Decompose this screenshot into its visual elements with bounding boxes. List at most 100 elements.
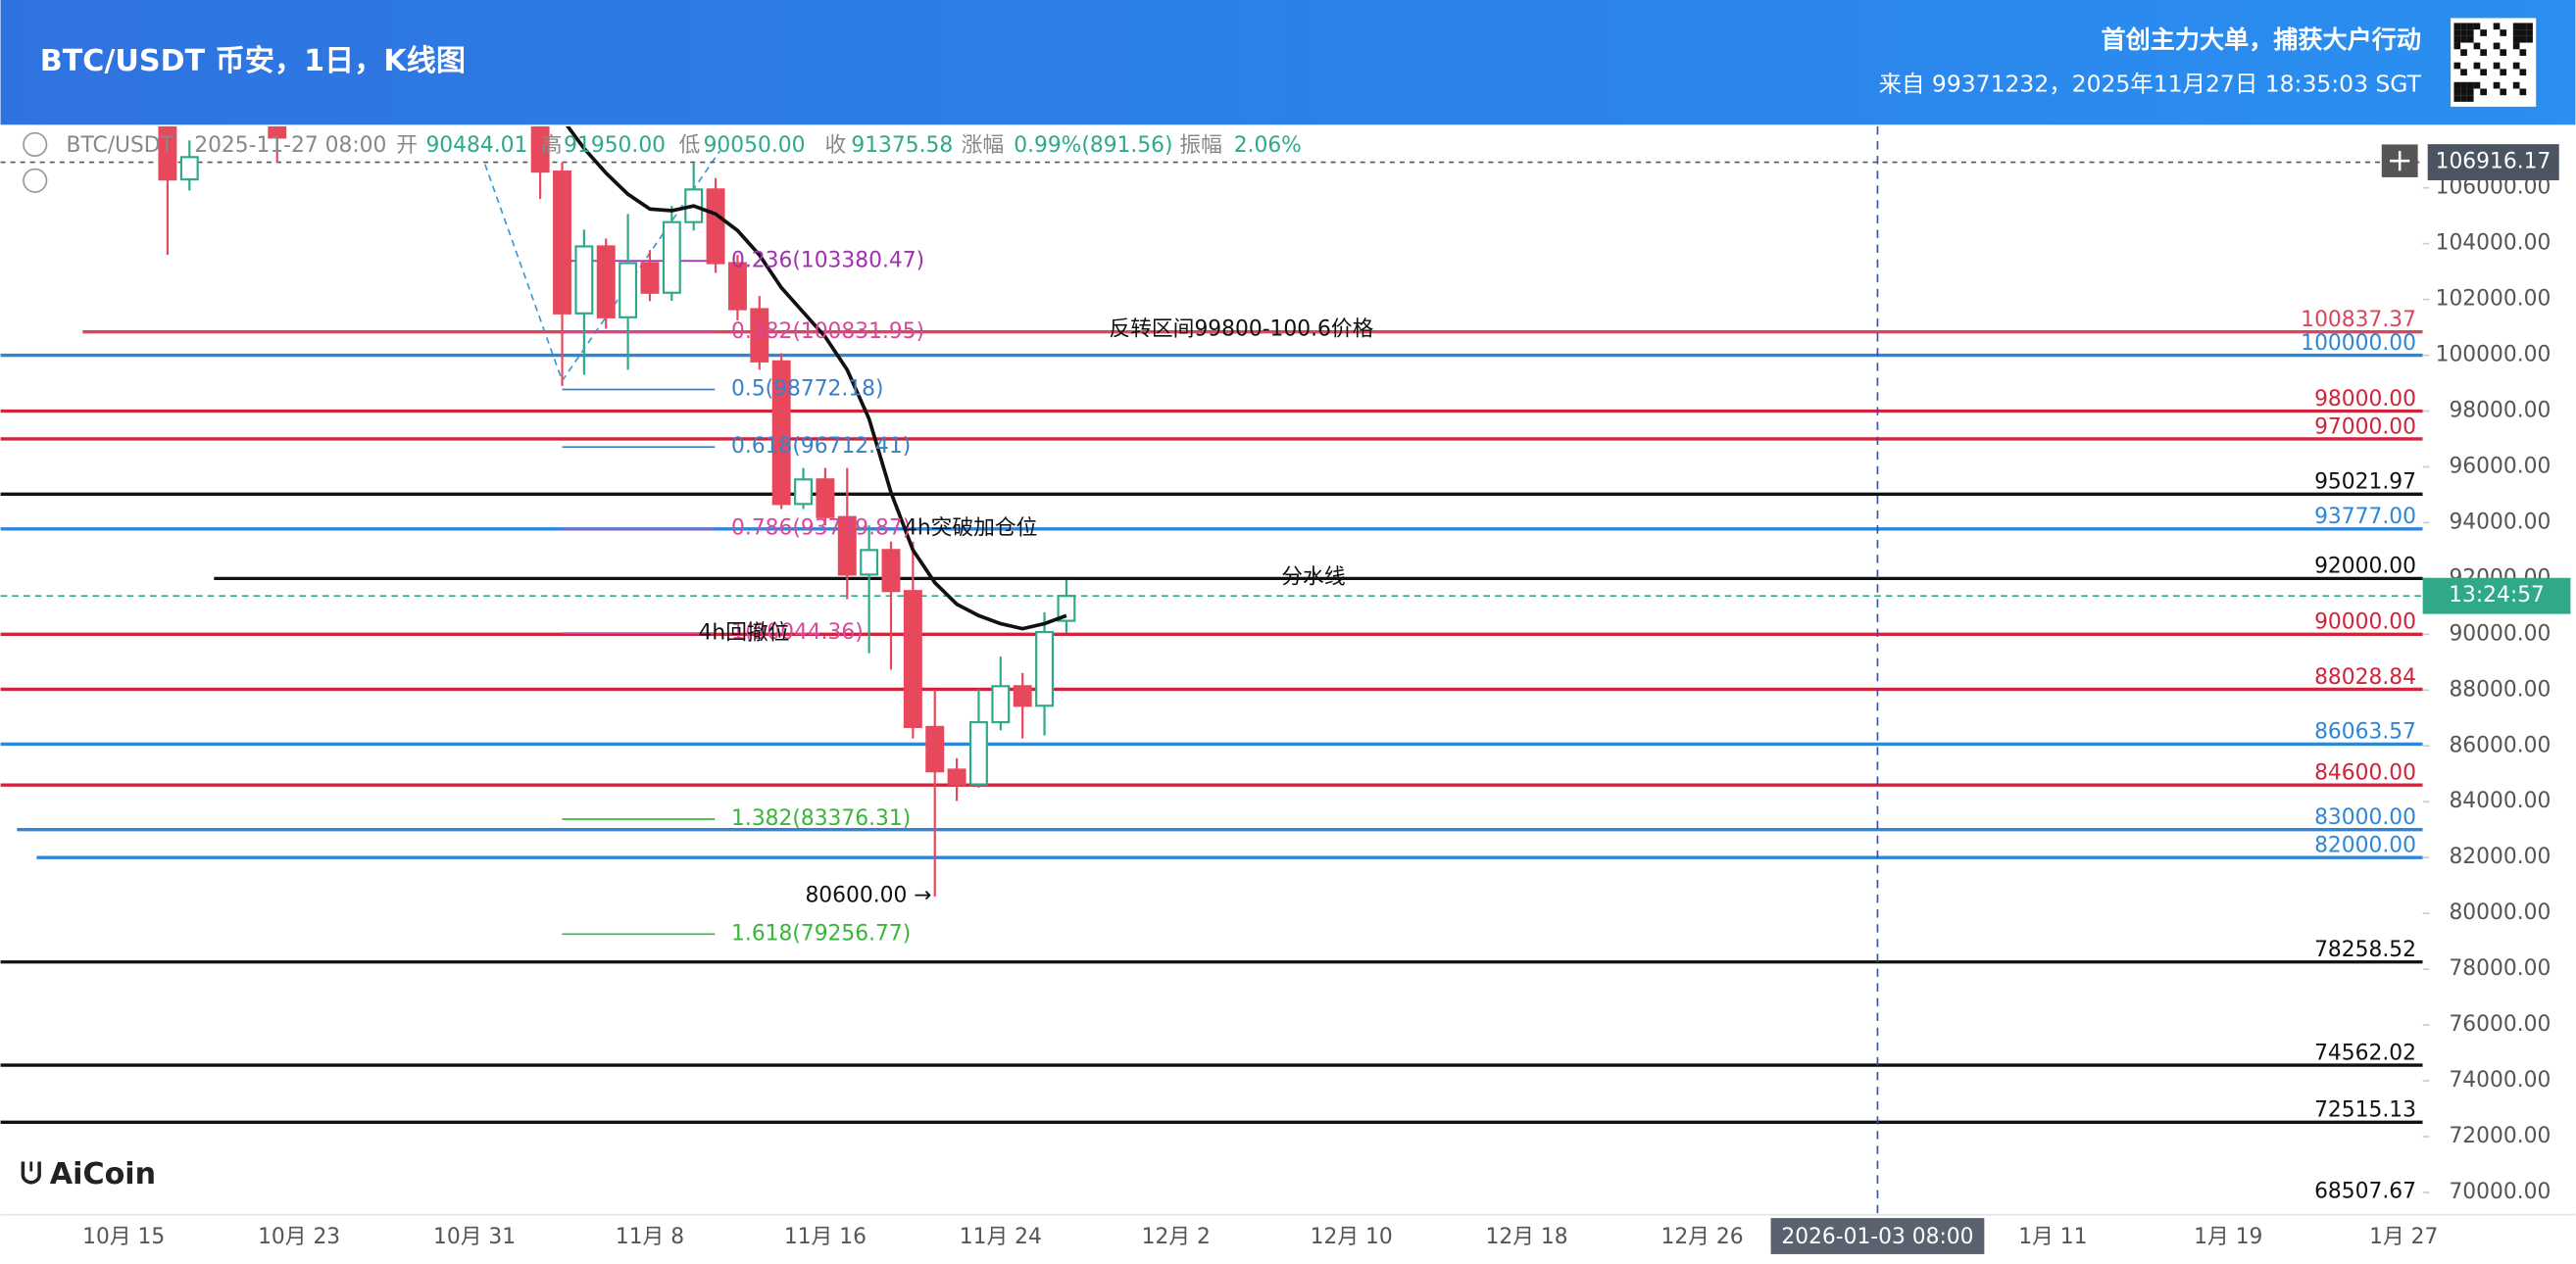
level-label: 78258.52 [2314,938,2416,962]
y-tick-label: 104000.00 [2436,231,2551,256]
candle-body [158,126,177,181]
info-high-label: 高 [541,133,563,158]
ma-line [565,126,1067,631]
qr-cell [2493,81,2501,89]
candle-body [596,245,616,318]
qr-cell [2473,23,2481,30]
level-label: 72515.13 [2314,1098,2416,1123]
y-tick-label: 78000.00 [2449,956,2551,981]
candle-body [968,720,988,786]
qr-cell [2453,95,2461,102]
candle-body [991,685,1011,724]
level-label: 100000.00 [2301,331,2416,356]
candle-body [1035,630,1055,707]
y-tick-label: 100000.00 [2436,343,2551,367]
qr-cell [2519,23,2527,30]
qr-cell [2460,88,2467,96]
x-tick-label: 10月 23 [258,1225,340,1249]
candle-body [816,478,835,518]
qr-cell [2480,88,2487,96]
y-tick-label: 84000.00 [2449,789,2551,813]
qr-cell [2526,23,2533,30]
qr-cell [2500,49,2507,56]
y-tick-label: 74000.00 [2449,1068,2551,1093]
qr-cell [2460,81,2467,89]
x-tick-label: 11月 8 [616,1225,684,1249]
candle-body [619,262,638,318]
qr-cell [2466,88,2474,96]
y-tick-label: 98000.00 [2449,399,2551,423]
candle-body [1013,685,1032,707]
x-tick-label: 10月 15 [82,1225,165,1249]
qr-cell [2512,42,2520,50]
icon[interactable] [23,131,48,157]
countdown-box [2422,577,2571,614]
x-tick-label: 12月 26 [1660,1225,1743,1249]
icon[interactable] [23,168,48,193]
qr-cell [2473,62,2481,70]
qr-cell [2512,29,2520,36]
logo: ᕫ [21,1157,42,1191]
x-tick-label: 11月 16 [784,1225,867,1249]
annotation: 分水线 [1281,565,1345,590]
qr-cell [2460,69,2467,76]
qr-cell [2519,88,2527,96]
candle-body [727,262,747,311]
qr-cell [2460,95,2467,102]
y-tick-label: 80000.00 [2449,900,2551,925]
info-change: 0.99%(891.56) [1014,133,1172,158]
info-low-label: 低 [678,133,700,158]
fib-label: 0.618(96712.41) [731,434,911,459]
candle-body [750,308,769,363]
candle-body [881,549,901,593]
level-label: 84600.00 [2314,760,2416,785]
qr-cell [2460,35,2467,43]
candle-body [706,188,725,265]
candle-body [530,126,550,173]
qr-cell [2512,35,2520,43]
candle-body [925,725,945,773]
level-label: 82000.00 [2314,833,2416,857]
x-tick-label: 12月 10 [1311,1225,1393,1249]
qr-cell [2500,88,2507,96]
info-change-label: 涨幅 [962,133,1005,158]
header-bar [0,0,2576,125]
level-label: 93777.00 [2314,505,2416,529]
level-label: 95021.97 [2314,470,2416,495]
qr-cell [2473,42,2481,50]
qr-cell [2453,23,2461,30]
info-date: 2025-11-27 08:00 [194,133,386,158]
qr-cell [2453,81,2461,89]
y-tick-label: 94000.00 [2449,510,2551,534]
x-tick-label: 10月 31 [433,1225,516,1249]
crosshair-price-label: 106916.17 [2436,150,2551,174]
qr-cell [2466,35,2474,43]
qr-cell [2480,49,2487,56]
qr-cell [2512,23,2520,30]
qr-cell [2453,35,2461,43]
info-low: 90050.00 [704,133,806,158]
qr-cell [2512,62,2520,70]
qr-cell [2460,23,2467,30]
level-label: 83000.00 [2314,805,2416,830]
candle-body [179,156,199,181]
qr-code [2451,18,2537,107]
qr-cell [2453,29,2461,36]
qr-cell [2460,49,2467,56]
x-tick-label: 12月 18 [1486,1225,1568,1249]
add-icon [2390,151,2410,171]
crosshair-x-label: 2026-01-03 08:00 [1781,1225,1973,1249]
fib-label: 1.618(79256.77) [731,921,911,946]
candle-body [640,262,660,294]
qr-cell [2480,69,2487,76]
level-label: 86063.57 [2314,720,2416,745]
qr-cell [2519,69,2527,76]
annotation: 4h突破加仓位 [904,515,1037,540]
header-source: 来自 99371232，2025年11月27日 18:35:03 SGT [1879,71,2422,98]
x-tick-label: 12月 2 [1142,1225,1211,1249]
fib-label: 0.5(98772.18) [731,377,883,402]
info-close-label: 收 [825,133,847,158]
fib-label: 0.382(100831.95) [731,319,924,344]
x-tick-label: 1月 27 [2369,1225,2438,1249]
